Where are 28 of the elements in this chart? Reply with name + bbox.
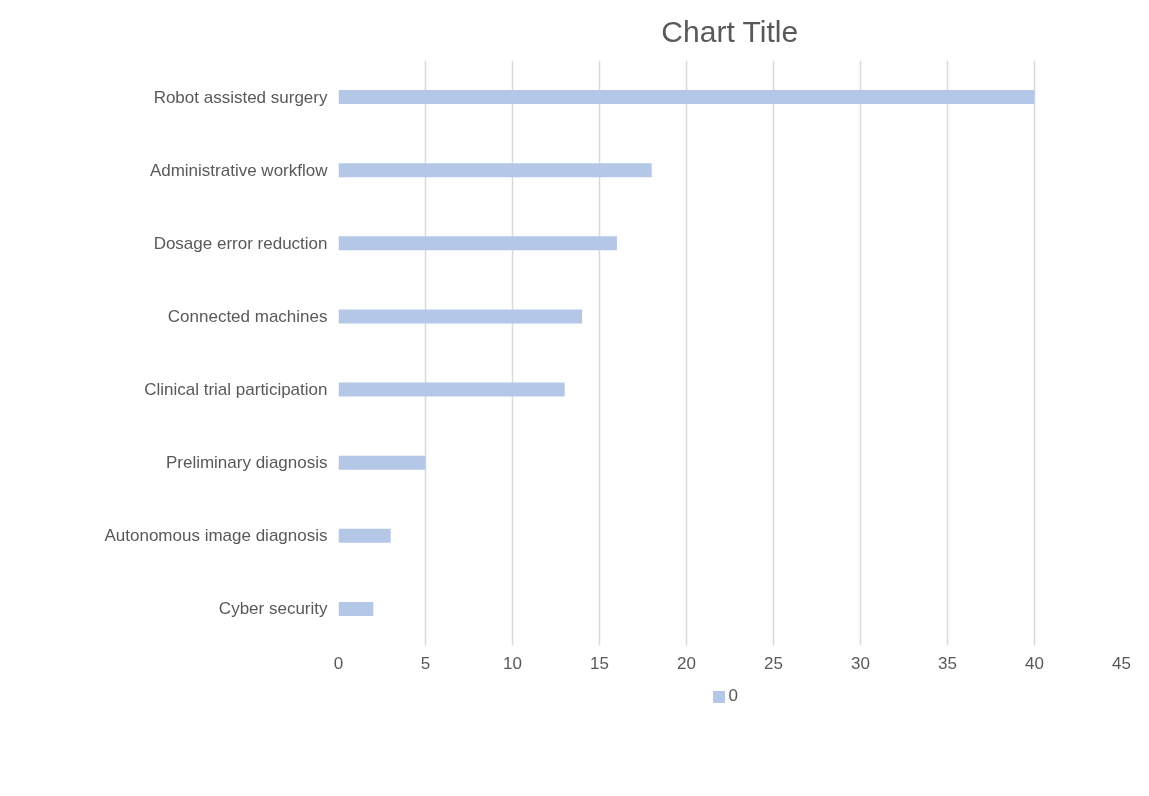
x-tick-label: 25 (764, 653, 783, 673)
x-tick-label: 15 (590, 653, 609, 673)
bar (338, 601, 374, 616)
y-tick-label: Autonomous image diagnosis (104, 526, 328, 546)
bar (338, 90, 1035, 105)
y-tick-label: Administrative workflow (149, 160, 329, 180)
x-tick-label: 0 (333, 653, 344, 673)
x-tick-label: 45 (1112, 653, 1131, 673)
x-tick-label: 20 (677, 653, 696, 673)
bar (338, 163, 652, 178)
y-tick-label: Connected machines (167, 306, 328, 326)
y-tick-label: Cyber security (218, 599, 328, 619)
x-tick-label: 30 (851, 653, 870, 673)
bar (338, 528, 391, 543)
legend-label: 0 (728, 686, 739, 706)
y-tick-label: Dosage error reduction (153, 233, 328, 253)
bar (338, 455, 426, 470)
bar (338, 309, 583, 324)
bar (338, 236, 617, 251)
x-tick-label: 35 (938, 653, 957, 673)
chart-title: Chart Title (661, 15, 799, 48)
x-tick-label: 40 (1025, 653, 1044, 673)
x-tick-label: 10 (503, 653, 522, 673)
bar (338, 382, 565, 397)
y-tick-label: Preliminary diagnosis (165, 453, 328, 473)
y-tick-label: Robot assisted surgery (153, 87, 328, 107)
y-tick-label: Clinical trial participation (144, 380, 328, 400)
x-tick-label: 5 (420, 653, 431, 673)
